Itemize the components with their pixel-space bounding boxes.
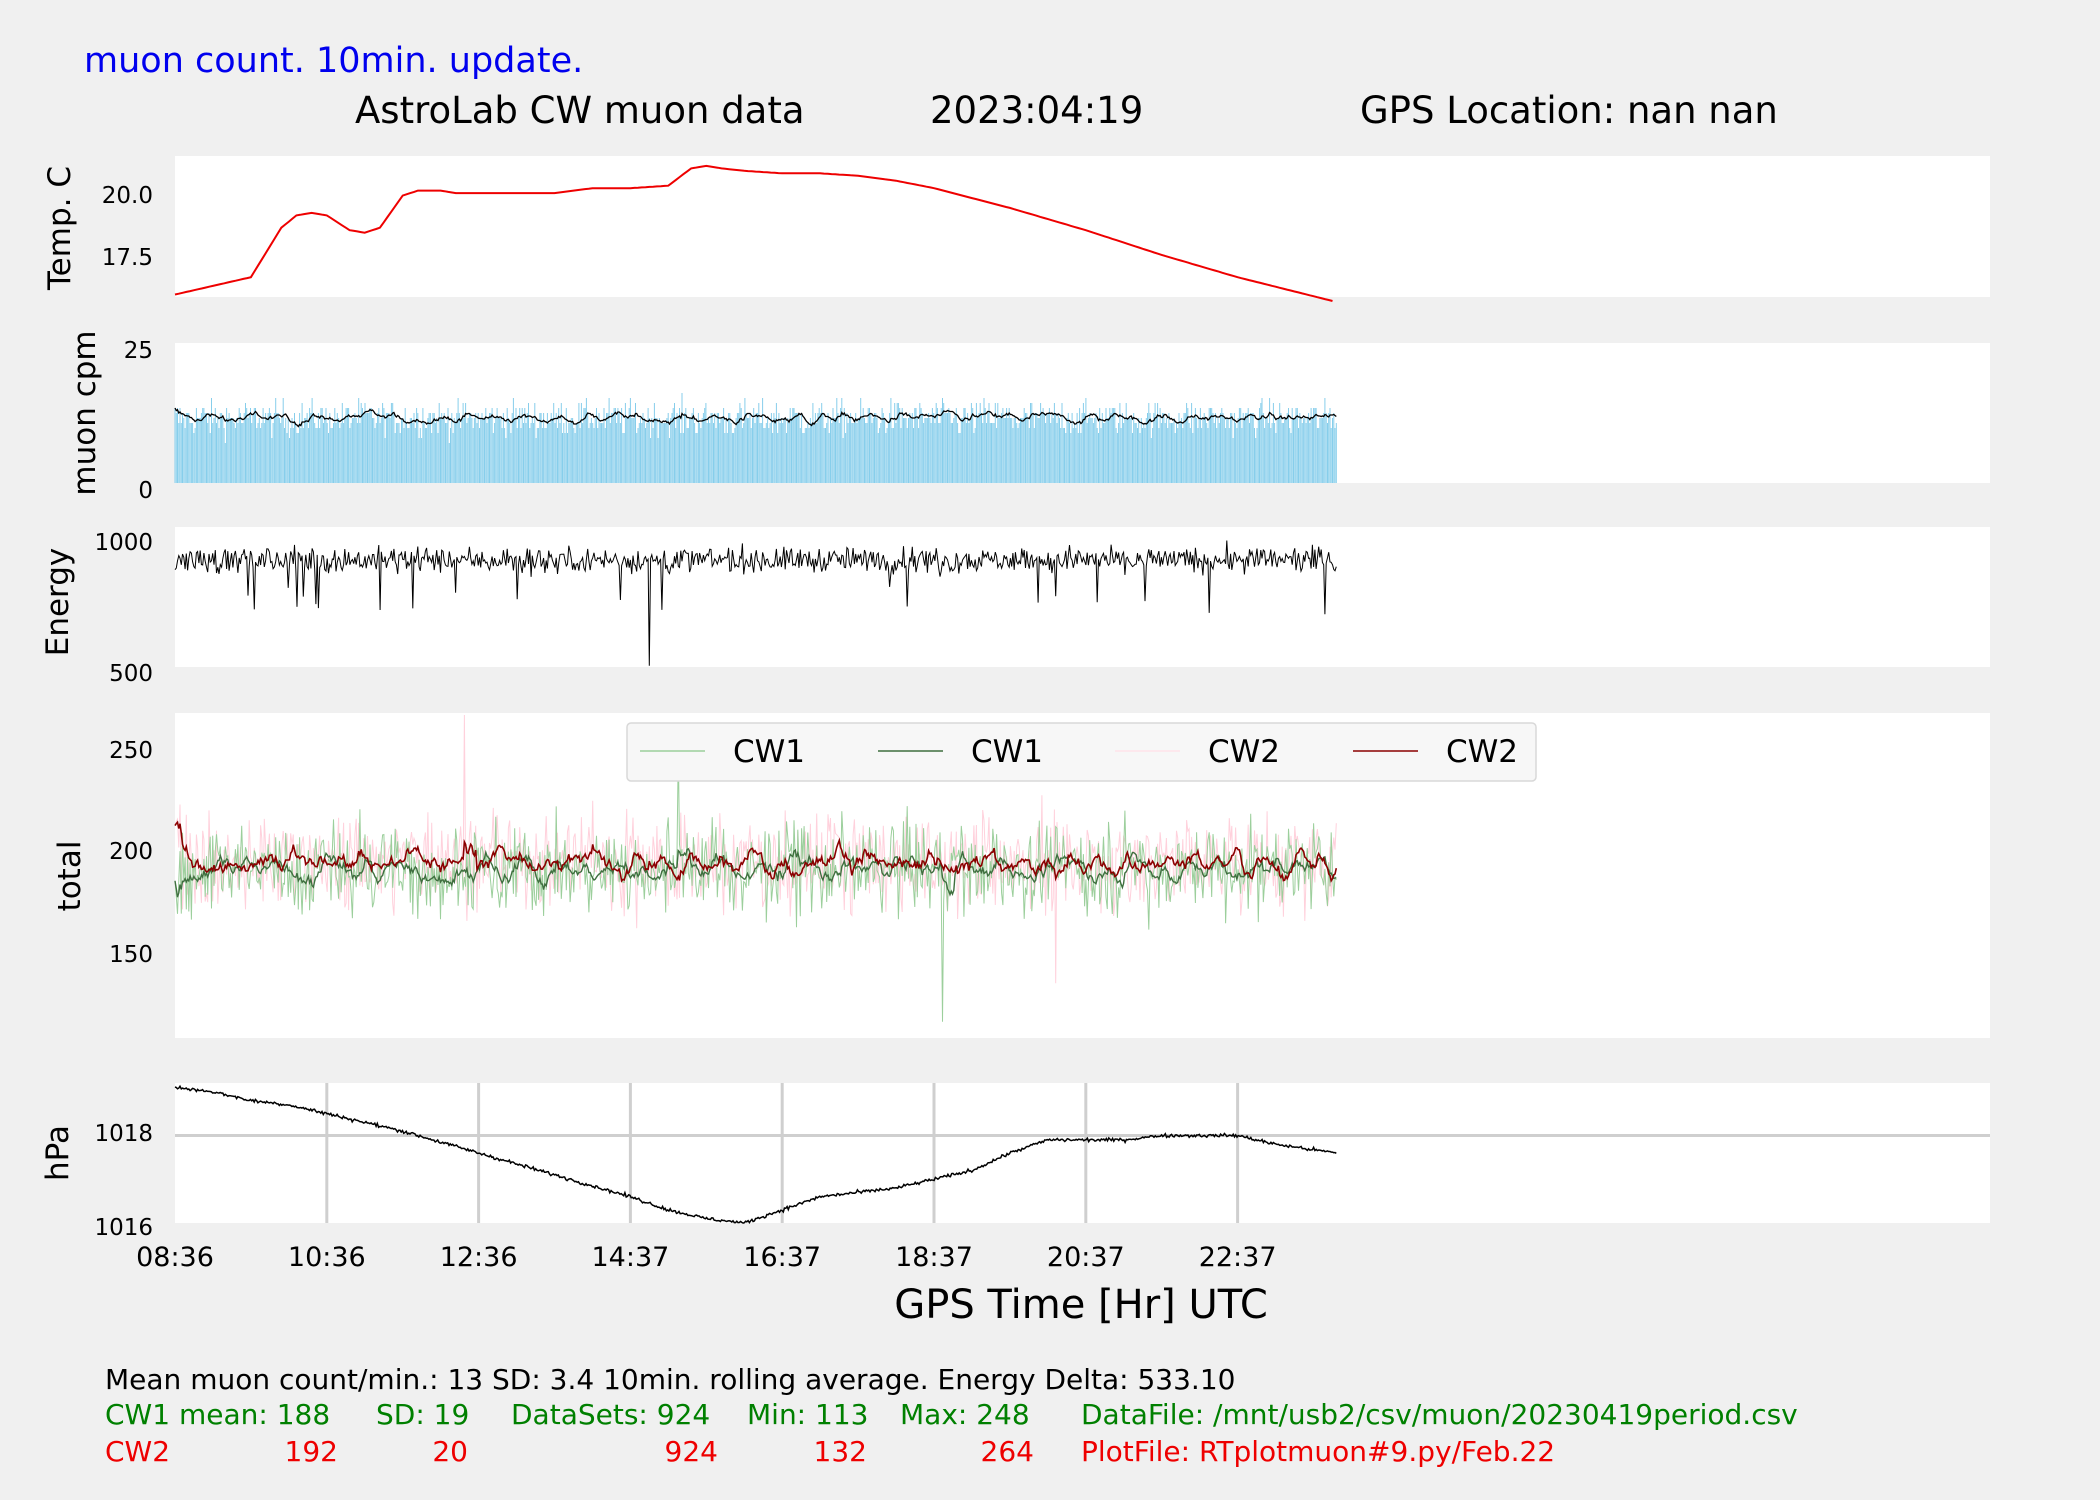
energy-ylabel: Energy — [40, 548, 76, 657]
cw1-sd: SD: 19 — [376, 1398, 469, 1431]
muon-panel: muon cpm 25 0 — [67, 330, 1990, 504]
cw2-mean: 192 — [285, 1435, 338, 1468]
cw2-datasets: 924 — [665, 1435, 718, 1468]
x-tick-label: 22:37 — [1199, 1242, 1277, 1273]
x-tick-label: 14:37 — [591, 1242, 669, 1273]
cw1-min: Min: 113 — [747, 1398, 868, 1431]
x-tick-label: 16:37 — [743, 1242, 821, 1273]
x-tick-label: 18:37 — [895, 1242, 973, 1273]
caption: muon count. 10min. update. — [84, 41, 583, 81]
legend-label-cw1-raw: CW1 — [733, 734, 805, 770]
energy-panel: Energy 1000 500 — [40, 527, 1990, 687]
muon-count-bars — [174, 393, 1337, 483]
energy-ytick-1000: 1000 — [94, 530, 153, 556]
x-tick-label: 10:36 — [288, 1242, 366, 1273]
total-ytick-200: 200 — [109, 839, 153, 865]
total-ylabel: total — [52, 841, 88, 912]
energy-plot-area — [175, 527, 1990, 667]
temperature-line — [174, 164, 1333, 302]
legend-label-cw2-avg: CW2 — [1446, 734, 1518, 770]
energy-line — [174, 540, 1337, 666]
gps-location: GPS Location: nan nan — [1360, 89, 1778, 132]
muon-ylabel: muon cpm — [67, 330, 103, 495]
chart-date: 2023:04:19 — [930, 89, 1143, 132]
x-axis-ticks: 08:36 10:36 12:36 14:37 16:37 18:37 20:37 22:37 — [136, 1242, 1276, 1273]
pressure-plot-area — [175, 1083, 1990, 1223]
x-tick-label: 20:37 — [1047, 1242, 1125, 1273]
cw1-datasets: DataSets: 924 — [511, 1398, 710, 1431]
cw2-average-line — [174, 820, 1338, 883]
muon-ytick-0: 0 — [138, 478, 153, 504]
x-tick-label: 08:36 — [136, 1242, 214, 1273]
temperature-ytick-20: 20.0 — [102, 183, 153, 209]
cw1-datafile: DataFile: /mnt/usb2/csv/muon/20230419per… — [1081, 1398, 1798, 1431]
legend-label-cw1-avg: CW1 — [971, 734, 1043, 770]
legend-box — [626, 722, 1537, 782]
cw2-sd: 20 — [432, 1435, 468, 1468]
muon-ytick-25: 25 — [124, 338, 153, 364]
chart-title: AstroLab CW muon data — [355, 89, 805, 132]
cw2-plotfile: PlotFile: RTplotmuon#9.py/Feb.22 — [1081, 1435, 1555, 1468]
temperature-ytick-17: 17.5 — [102, 245, 153, 271]
energy-ytick-500: 500 — [109, 661, 153, 687]
cw1-raw-line — [174, 747, 1337, 1022]
pressure-gridlines — [175, 1083, 1990, 1223]
pressure-ylabel: hPa — [40, 1125, 76, 1181]
temperature-plot-area — [175, 156, 1990, 297]
temperature-ylabel: Temp. C — [42, 166, 78, 291]
pressure-line — [174, 1084, 1337, 1224]
pressure-ytick-1016: 1016 — [94, 1215, 153, 1241]
pressure-panel: hPa 1018 1016 08:36 10:36 12:36 14:37 16:37 1… — [40, 1083, 1990, 1328]
total-ytick-250: 250 — [109, 738, 153, 764]
x-tick-label: 12:36 — [440, 1242, 518, 1273]
stats-block: Mean muon count/min.: 13 SD: 3.4 10min. … — [105, 1363, 1798, 1468]
temperature-panel: Temp. C 20.0 17.5 — [42, 156, 1990, 302]
legend-label-cw2-raw: CW2 — [1208, 734, 1280, 770]
cw2-label: CW2 — [105, 1435, 170, 1468]
total-legend: CW1 CW1 CW2 CW2 — [626, 722, 1537, 782]
cw2-max: 264 — [981, 1435, 1034, 1468]
x-axis-label: GPS Time [Hr] UTC — [894, 1282, 1268, 1328]
total-ytick-150: 150 — [109, 942, 153, 968]
stats-summary-line: Mean muon count/min.: 13 SD: 3.4 10min. … — [105, 1363, 1235, 1396]
pressure-ytick-1018: 1018 — [94, 1121, 153, 1147]
muon-rolling-average-line — [174, 407, 1337, 428]
total-panel: total 250 200 150 CW1 CW1 CW2 CW2 — [52, 713, 1990, 1038]
cw2-min: 132 — [814, 1435, 867, 1468]
cw1-max: Max: 248 — [900, 1398, 1030, 1431]
cw1-mean: CW1 mean: 188 — [105, 1398, 330, 1431]
